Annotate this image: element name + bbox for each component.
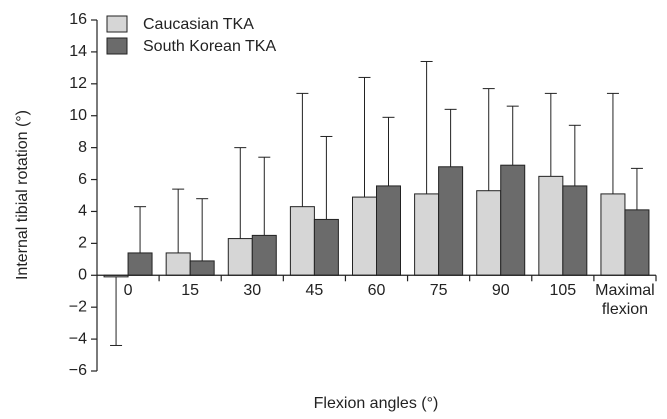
bar [289, 206, 315, 276]
x-tick-label: 90 [491, 282, 510, 300]
y-tick-label: 8 [78, 139, 87, 156]
x-tick-label: 105 [549, 282, 577, 300]
error-bar [606, 92, 619, 194]
bar [352, 196, 377, 276]
bar [313, 218, 339, 276]
bar [165, 252, 191, 276]
y-tick-label: 4 [78, 203, 87, 220]
x-axis-label: Flexion angles (°) [314, 395, 439, 412]
error-bar [630, 167, 643, 210]
bar [227, 238, 253, 276]
legend-label: South Korean TKA [143, 38, 276, 55]
error-bar [134, 206, 147, 253]
legend-label: Caucasian TKA [143, 16, 254, 33]
error-bar [296, 92, 309, 207]
bar [414, 193, 440, 276]
bar [562, 185, 588, 276]
bar [189, 260, 215, 276]
y-axis-label: Internal tibial rotation (°) [14, 110, 31, 280]
y-tick-label: −4 [69, 330, 87, 347]
bar [476, 190, 502, 276]
error-bar [382, 116, 395, 186]
bar [438, 166, 464, 276]
error-bar [196, 198, 209, 261]
bar [251, 234, 277, 276]
x-tick-label: 60 [367, 282, 386, 300]
error-bar [172, 188, 185, 253]
error-bar [568, 124, 581, 186]
x-tick-label: 45 [305, 282, 324, 300]
y-tick-label: 0 [78, 266, 87, 283]
error-bar [506, 105, 519, 166]
y-tick-label: 6 [78, 171, 87, 188]
error-bar [258, 156, 271, 236]
error-bar [482, 88, 495, 191]
x-tick-label: 75 [429, 282, 448, 300]
error-bar [444, 108, 457, 167]
x-tick-label: Maximal flexion [595, 282, 655, 319]
y-tick-label: 12 [69, 75, 87, 92]
bar [376, 185, 401, 276]
error-bar [358, 76, 371, 198]
y-tick-label: −6 [69, 362, 87, 379]
error-bar [320, 135, 333, 220]
y-tick-label: 2 [78, 235, 87, 252]
legend-swatch [106, 37, 128, 55]
y-tick-label: 14 [69, 43, 87, 60]
bar [127, 252, 153, 276]
y-tick-label: −2 [69, 298, 87, 315]
legend-swatch [106, 15, 128, 33]
error-bar [544, 92, 557, 177]
x-tick-label: 15 [181, 282, 200, 300]
error-bar [420, 60, 433, 194]
bar [600, 193, 626, 276]
x-tick-label: 0 [123, 282, 133, 300]
x-tick-label: 30 [243, 282, 262, 300]
error-bar [234, 147, 247, 239]
y-tick-label: 10 [69, 107, 87, 124]
bar [500, 164, 526, 276]
bar [624, 209, 650, 276]
y-tick-label: 16 [69, 11, 87, 28]
error-bar [110, 276, 123, 346]
bar [538, 175, 564, 276]
